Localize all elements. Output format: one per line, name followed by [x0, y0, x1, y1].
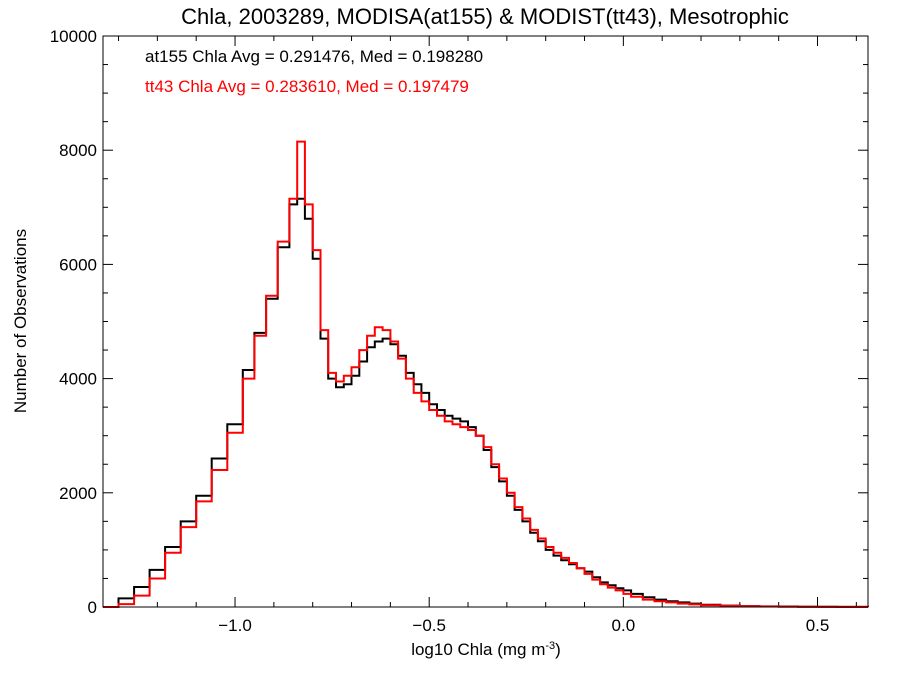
x-axis-label: log10 Chla (mg m-3) — [411, 640, 561, 659]
x-tick-label: 0.5 — [806, 616, 830, 635]
series-tt43-line — [103, 140, 869, 608]
annotation-tt43: tt43 Chla Avg = 0.283610, Med = 0.197479 — [145, 77, 469, 96]
y-tick-label: 0 — [88, 598, 97, 617]
chart-title: Chla, 2003289, MODISA(at155) & MODIST(tt… — [181, 4, 789, 29]
y-tick-label: 4000 — [59, 370, 97, 389]
y-axis-label: Number of Observations — [11, 229, 30, 413]
y-tick-label: 6000 — [59, 255, 97, 274]
x-axis-label-close: ) — [555, 640, 561, 659]
series-at155-line — [103, 197, 869, 608]
y-tick-label: 10000 — [50, 27, 97, 46]
annotation-at155: at155 Chla Avg = 0.291476, Med = 0.19828… — [145, 47, 483, 66]
y-tick-label: 8000 — [59, 141, 97, 160]
x-axis-label-superscript: -3 — [545, 640, 555, 652]
plot-area: 0 2000 4000 6000 8000 10000 −1.0 −0.5 0.0 0.5 — [50, 27, 869, 635]
x-tick-label: −1.0 — [218, 616, 252, 635]
x-tick-label: −0.5 — [412, 616, 446, 635]
plot-frame — [102, 35, 869, 608]
x-axis-label-main: log10 Chla (mg m — [411, 640, 545, 659]
y-tick-label: 2000 — [59, 484, 97, 503]
x-tick-label: 0.0 — [612, 616, 636, 635]
